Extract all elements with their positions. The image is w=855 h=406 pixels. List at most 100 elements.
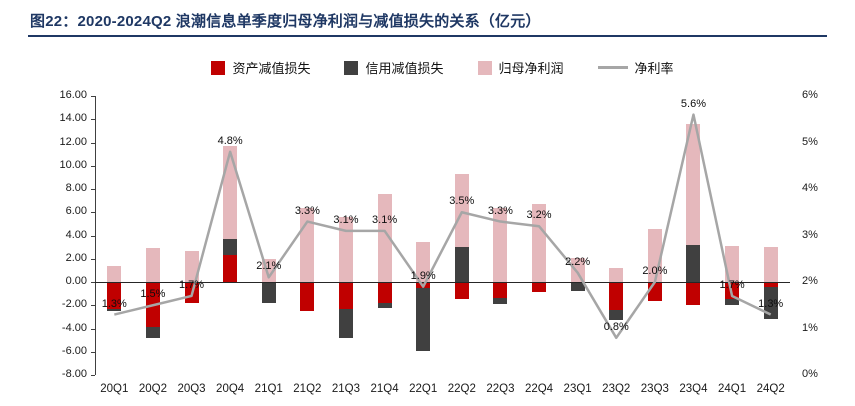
x-axis-label: 20Q3	[177, 383, 206, 395]
bar-net-profit-24Q1	[725, 245, 740, 282]
net-margin-label-22Q1: 1.9%	[410, 269, 436, 282]
left-axis-line	[95, 96, 96, 375]
bar-asset-impairment-20Q4	[223, 255, 238, 282]
net-margin-label-22Q4: 3.2%	[526, 209, 552, 222]
x-axis-label: 22Q3	[486, 383, 515, 395]
legend-label: 净利率	[634, 61, 674, 76]
legend-square-swatch-icon	[477, 60, 492, 75]
bar-credit-impairment-22Q2	[454, 247, 469, 282]
legend-item-0: 资产减值损失	[211, 58, 310, 77]
net-margin-label-22Q3: 3.3%	[487, 204, 513, 217]
left-axis-tick	[91, 282, 95, 283]
title-underline	[28, 35, 827, 37]
net-margin-label-23Q3: 2.0%	[642, 265, 668, 277]
x-axis-label: 21Q4	[370, 383, 399, 395]
legend-square-swatch-icon	[211, 60, 226, 75]
net-margin-label-20Q1: 1.3%	[101, 297, 127, 310]
bar-net-profit-20Q3	[184, 250, 199, 282]
left-axis-tick	[91, 375, 95, 376]
bar-net-profit-22Q2	[454, 173, 469, 248]
x-axis-label: 21Q1	[254, 383, 283, 395]
bar-asset-impairment-21Q2	[300, 282, 315, 312]
bar-asset-impairment-21Q3	[338, 282, 353, 309]
left-axis-label: -2.00	[61, 298, 87, 311]
net-margin-label-21Q4: 3.1%	[372, 213, 398, 226]
net-margin-label-24Q1: 1.7%	[719, 278, 745, 291]
right-axis-label: 5%	[802, 135, 818, 148]
bar-asset-impairment-21Q4	[377, 282, 392, 303]
net-margin-label-23Q1: 2.2%	[565, 255, 591, 268]
left-axis-tick	[91, 96, 95, 97]
bar-credit-impairment-21Q3	[338, 308, 353, 338]
bar-credit-impairment-24Q2	[763, 286, 778, 320]
net-margin-label-21Q3: 3.1%	[333, 213, 359, 226]
legend-line-swatch-icon	[597, 66, 628, 69]
bar-credit-impairment-20Q1	[107, 308, 122, 312]
left-axis-label: 0.00	[65, 275, 87, 287]
x-axis-label: 21Q3	[331, 383, 361, 395]
bar-credit-impairment-23Q1	[570, 282, 585, 292]
bar-asset-impairment-24Q2	[763, 282, 778, 287]
bar-credit-impairment-20Q4	[223, 238, 238, 256]
bar-net-profit-21Q4	[377, 193, 392, 282]
left-axis-tick	[91, 119, 95, 121]
net-margin-label-22Q2: 3.5%	[449, 195, 475, 208]
legend-item-2: 归母净利润	[477, 58, 564, 77]
left-axis-label: 6.00	[65, 205, 87, 218]
left-axis-tick	[91, 212, 95, 214]
right-axis-label: 3%	[802, 228, 818, 241]
bar-asset-impairment-20Q1	[107, 282, 122, 309]
net-margin-label-21Q2: 3.3%	[294, 204, 320, 217]
bar-net-profit-21Q3	[338, 216, 353, 282]
x-axis-label: 20Q4	[216, 383, 245, 395]
x-axis-label: 24Q1	[718, 383, 747, 395]
net-margin-label-24Q2: 1.3%	[758, 297, 784, 310]
legend-label: 资产减值损失	[232, 61, 311, 76]
right-axis-label: 4%	[802, 182, 818, 194]
left-axis-tick	[91, 305, 95, 307]
x-axis-label: 22Q2	[447, 383, 476, 395]
bar-net-profit-20Q2	[145, 248, 160, 282]
zero-axis-line	[95, 282, 790, 283]
x-axis-label: 22Q4	[524, 383, 554, 395]
x-axis-label: 23Q4	[679, 383, 708, 395]
x-axis-label: 20Q1	[100, 383, 129, 395]
left-axis-tick	[91, 258, 95, 260]
bar-net-profit-23Q1	[570, 257, 585, 282]
bar-credit-impairment-23Q2	[609, 309, 624, 321]
net-margin-line	[114, 113, 772, 340]
left-axis-tick	[91, 165, 95, 167]
left-axis-label: 10.00	[59, 158, 87, 171]
left-axis-label: 12.00	[59, 135, 87, 148]
right-axis-label: 0%	[802, 368, 818, 380]
bar-net-profit-23Q2	[609, 268, 624, 282]
net-margin-label-21Q1: 2.1%	[256, 260, 282, 273]
left-axis-tick	[91, 235, 95, 237]
right-axis-label: 1%	[802, 321, 818, 334]
legend-label: 归母净利润	[498, 61, 564, 76]
left-axis-label: 2.00	[65, 251, 87, 264]
bar-net-profit-22Q1	[416, 242, 431, 282]
right-axis-label: 2%	[802, 275, 818, 287]
bar-net-profit-20Q1	[107, 265, 122, 282]
left-axis-label: 4.00	[65, 228, 87, 241]
bar-asset-impairment-22Q3	[493, 282, 508, 299]
legend-item-1: 信用减值损失	[344, 58, 444, 77]
x-axis-label: 23Q1	[563, 383, 592, 395]
left-axis-label: 8.00	[65, 182, 87, 194]
bar-asset-impairment-23Q2	[609, 282, 624, 310]
bar-credit-impairment-24Q1	[725, 299, 740, 306]
x-axis-label: 23Q3	[640, 383, 669, 395]
x-axis-label: 21Q2	[293, 383, 322, 395]
left-axis-label: -6.00	[61, 344, 87, 357]
bar-credit-impairment-23Q4	[686, 244, 701, 282]
left-axis-label: -4.00	[61, 321, 87, 334]
right-axis-label: 6%	[802, 89, 818, 101]
bar-asset-impairment-22Q4	[532, 282, 547, 293]
net-margin-label-23Q2: 0.8%	[603, 320, 629, 333]
x-axis-label: 22Q1	[409, 383, 438, 395]
left-axis-label: -8.00	[61, 368, 87, 380]
bar-credit-impairment-21Q1	[261, 282, 276, 303]
